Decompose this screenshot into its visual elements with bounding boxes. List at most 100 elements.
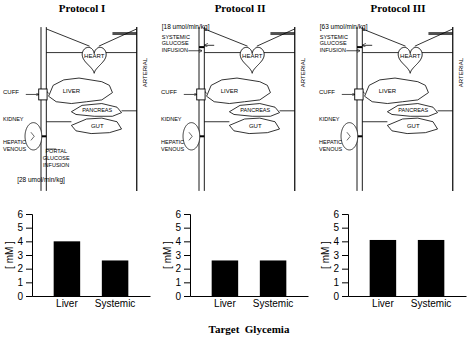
- annotation-line: HEART: [242, 53, 263, 59]
- annotation: HEART: [242, 53, 263, 59]
- axis-line: [33, 296, 151, 297]
- diagram-line: [362, 52, 398, 53]
- diagram-texts: CUFFKIDNEYHEPATICVENOUSHEARTLIVERPANCREA…: [319, 34, 464, 152]
- diagram-arrow: [362, 45, 372, 46]
- axis-line: [184, 215, 191, 297]
- annotation-line: CUFF: [161, 89, 177, 95]
- bars: [370, 240, 445, 296]
- tick-label: 0: [333, 291, 339, 302]
- annotation: CUFF: [161, 89, 177, 95]
- diagram-line: [257, 29, 295, 46]
- axis-line: [349, 296, 467, 297]
- axis-line: [342, 215, 349, 297]
- y-axis: 0123456: [333, 209, 348, 302]
- diagram-arrow: [346, 50, 360, 51]
- gut: [387, 118, 437, 133]
- tick-mark: [342, 282, 348, 283]
- x-tick: Liver: [56, 296, 78, 309]
- tick-mark: [26, 228, 32, 229]
- tick-label: 3: [175, 250, 181, 261]
- tick-mark: [184, 282, 190, 283]
- tick-mark: [342, 241, 348, 242]
- y-tick: 2: [17, 263, 32, 274]
- annotation-line: GLUCOSE: [43, 155, 70, 161]
- bar: [418, 240, 444, 296]
- panel: CUFFKIDNEYHEPATICVENOUSHEARTLIVERPANCREA…: [161, 2, 309, 335]
- diagram-line: [46, 29, 89, 46]
- y-tick: 0: [175, 291, 190, 302]
- diagram-line: [422, 52, 453, 53]
- kidney: [183, 123, 200, 150]
- x-tick: Systemic: [95, 296, 136, 309]
- tick-mark: [342, 214, 348, 215]
- tick-mark: [26, 282, 32, 283]
- subtitle: [18 umol/min/kg]: [162, 23, 210, 31]
- annotation-line: HEPATIC: [3, 139, 26, 145]
- tick-label: Systemic: [95, 298, 136, 309]
- y-tick: 3: [175, 250, 190, 261]
- annotation: GUT: [407, 123, 420, 129]
- heart: [240, 47, 264, 73]
- figure: CUFFKIDNEYHEPATICVENOUSHEARTLIVERPANCREA…: [0, 0, 474, 338]
- tick-label: 0: [17, 291, 23, 302]
- diagram-line: [362, 121, 387, 122]
- pancreas: [71, 104, 121, 117]
- diagram-arrow: [342, 94, 355, 95]
- y-tick: 1: [17, 277, 32, 288]
- annotation: KIDNEY: [3, 116, 24, 122]
- heart: [398, 47, 422, 73]
- y-tick: 4: [175, 236, 190, 247]
- y-tick: 4: [17, 236, 32, 247]
- y-tick: 2: [333, 263, 348, 274]
- diagram-line: [428, 33, 452, 34]
- heart: [82, 47, 106, 73]
- annotation-line: VENOUS: [161, 146, 185, 152]
- bar: [102, 260, 128, 296]
- y-tick: 6: [333, 209, 348, 220]
- diagram-line: [204, 27, 205, 191]
- title: Protocol I: [59, 2, 106, 14]
- diagram-line: [452, 27, 453, 191]
- diagram-texts: CUFFKIDNEYHEPATICVENOUSHEARTLIVERPANCREA…: [3, 53, 148, 184]
- subtitle: [63 umol/min/kg]: [320, 23, 368, 31]
- tick-mark: [184, 296, 190, 297]
- bar: [212, 260, 238, 296]
- diagram: [183, 27, 295, 191]
- bars: [54, 241, 129, 296]
- tick-mark: [26, 296, 32, 297]
- annotation-line: LIVER: [379, 88, 397, 94]
- cuff: [355, 89, 363, 100]
- pancreas: [387, 104, 437, 117]
- annotation: CUFF: [319, 89, 335, 95]
- diagram-line: [362, 29, 405, 46]
- diagram-line: [280, 110, 295, 111]
- axis-line: [191, 296, 309, 297]
- tick-label: 2: [17, 263, 23, 274]
- tick-label: 4: [175, 236, 181, 247]
- y-tick: 1: [175, 277, 190, 288]
- tick-mark: [342, 296, 348, 297]
- annotation-line: LIVER: [63, 88, 81, 94]
- tick-mark: [26, 269, 32, 270]
- diagram-line: [136, 27, 137, 191]
- annotation: HEPATICVENOUS: [319, 139, 343, 152]
- annotation-line: GLUCOSE: [162, 40, 189, 46]
- annotation: GUT: [249, 123, 262, 129]
- annotation: HEPATICVENOUS: [3, 139, 27, 152]
- annotation: LIVER: [221, 88, 239, 94]
- diagram-line: [204, 121, 229, 122]
- annotation-line: GUT: [407, 123, 420, 129]
- kidney-indent: [347, 132, 350, 140]
- y-axis: 0123456: [175, 209, 190, 302]
- cuff: [197, 89, 205, 100]
- annotation-line: HEPATIC: [161, 139, 184, 145]
- annotation-line: VENOUS: [319, 146, 343, 152]
- annotation-line: KIDNEY: [161, 116, 182, 122]
- annotation-line: ARTERIAL: [458, 57, 464, 87]
- tick-label: Liver: [214, 298, 236, 309]
- diagram-line: [122, 110, 137, 111]
- annotation: SYSTEMICGLUCOSEINFUSION: [320, 34, 348, 53]
- y-label: [ mM ]: [320, 241, 331, 269]
- annotation-line: SYSTEMIC: [162, 34, 190, 40]
- annotation-line: CUFF: [319, 89, 335, 95]
